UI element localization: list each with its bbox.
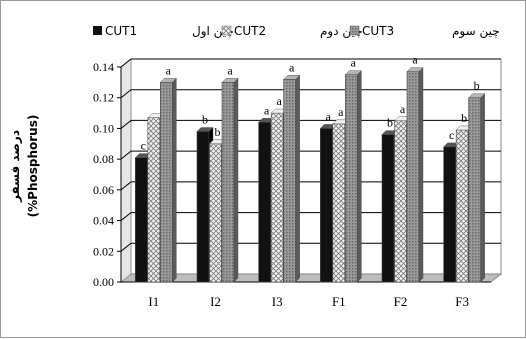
significance-label: a <box>289 60 295 74</box>
bar-cut2 <box>394 120 407 283</box>
bar-top-cut3 <box>468 93 486 98</box>
bar-side-cut3 <box>418 67 424 283</box>
significance-label: c <box>449 128 454 142</box>
legend-label-cut1: CUT1 <box>105 24 137 38</box>
bar-top-cut3 <box>221 78 239 83</box>
bar-top-cut1 <box>196 127 214 132</box>
gridline <box>120 242 501 252</box>
bar-cut3 <box>283 78 296 283</box>
bar-cut1 <box>258 121 271 283</box>
legend-swatch-cut3 <box>349 25 360 36</box>
y-tick-label: 0.12 <box>93 91 114 105</box>
bar-top-cut3 <box>283 75 301 80</box>
y-axis-title-fa: درصد فسفر <box>8 130 22 203</box>
legend-swatch-cut1 <box>93 26 102 35</box>
bar-cut1 <box>196 131 210 283</box>
x-tick-label: F1 <box>332 294 346 309</box>
significance-label: a <box>351 56 357 70</box>
bar-top-cut3 <box>159 78 177 83</box>
bar-cut1 <box>443 146 456 283</box>
y-axis-title-en: (%Phosphorus) <box>26 115 40 218</box>
bar-cut3 <box>345 74 358 283</box>
bar-side-cut3 <box>480 93 485 283</box>
bar-cut3 <box>406 71 420 283</box>
x-tick-label: I3 <box>272 294 283 309</box>
gridline <box>120 212 501 221</box>
bar-cut2 <box>455 129 469 283</box>
bar-cut1 <box>320 128 333 283</box>
significance-label: a <box>277 94 283 108</box>
bar-cut3 <box>160 82 173 283</box>
bar-cut2 <box>270 112 284 283</box>
gridline <box>120 150 501 160</box>
y-tick-label: 0.02 <box>93 244 114 258</box>
y-tick-label: 0.00 <box>93 275 114 289</box>
plot-area: 0.000.020.040.060.080.100.120.14caI1bbaI… <box>93 53 503 309</box>
gridline <box>120 89 501 99</box>
legend-label-cut2: CUT2 <box>234 24 266 38</box>
bar-side-cut3 <box>172 77 177 283</box>
significance-label: b <box>215 125 221 139</box>
gridline <box>120 119 501 129</box>
legend-label-cut3: CUT3 <box>362 24 394 38</box>
x-tick-label: F2 <box>394 294 408 309</box>
bar-top-cut3 <box>344 70 362 75</box>
significance-label: a <box>326 109 332 123</box>
bar-side-cut3 <box>295 74 300 283</box>
y-tick-label: 0.08 <box>93 152 114 166</box>
legend-item-cut3: CUT3 چین سوم <box>349 24 500 39</box>
bar-cut2 <box>209 143 222 283</box>
y-tick-label: 0.14 <box>93 60 114 74</box>
significance-label: b <box>461 111 467 125</box>
legend-item-cut1: CUT1 چین اول <box>93 24 234 39</box>
y-tick-label: 0.04 <box>93 214 114 228</box>
bar-side-cut3 <box>357 70 362 283</box>
bar-cut3 <box>468 97 481 283</box>
significance-label: c <box>141 139 146 153</box>
x-tick-label: F3 <box>455 294 469 309</box>
x-tick-label: I2 <box>210 294 221 309</box>
significance-label: b <box>202 113 208 127</box>
significance-label: a <box>264 103 270 117</box>
legend: CUT1 چین اول CUT2 چین دوم CUT3 چین سوم <box>93 24 500 39</box>
y-tick-label: 0.10 <box>93 121 114 135</box>
legend-swatch-cut2 <box>221 25 232 36</box>
bar-cut1 <box>135 157 148 283</box>
significance-label: b <box>474 79 480 93</box>
significance-label: a <box>227 63 233 77</box>
legend-label-fa-cut3: چین سوم <box>452 24 500 39</box>
legend-item-cut2: CUT2 چین دوم <box>221 24 363 39</box>
bar-side-cut3 <box>233 77 239 283</box>
significance-label: b <box>387 116 393 130</box>
bar-cut2 <box>332 123 346 283</box>
bar-cut3 <box>221 82 235 283</box>
significance-label: a <box>412 53 418 67</box>
gridline <box>120 181 501 191</box>
bar-cut1 <box>381 134 395 283</box>
bar-cut2 <box>147 117 161 283</box>
gridline <box>120 58 501 68</box>
bar-top-cut3 <box>406 67 424 72</box>
significance-label: a <box>400 102 406 116</box>
significance-label: a <box>166 63 172 77</box>
significance-label: a <box>338 105 344 119</box>
x-tick-label: I1 <box>148 294 159 309</box>
y-tick-label: 0.06 <box>93 183 114 197</box>
plot-side-wall <box>120 58 132 283</box>
